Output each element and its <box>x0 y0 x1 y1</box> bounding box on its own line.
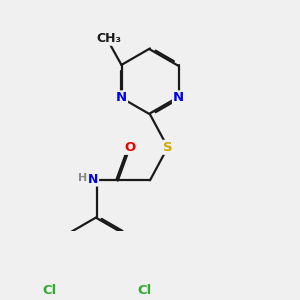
Text: N: N <box>116 92 127 104</box>
Text: Cl: Cl <box>137 284 151 296</box>
Text: Cl: Cl <box>42 284 56 296</box>
Text: O: O <box>124 141 135 154</box>
Text: H: H <box>78 173 87 183</box>
Text: N: N <box>173 92 184 104</box>
Text: S: S <box>163 141 172 154</box>
Text: CH₃: CH₃ <box>96 32 121 45</box>
Text: N: N <box>88 172 98 186</box>
